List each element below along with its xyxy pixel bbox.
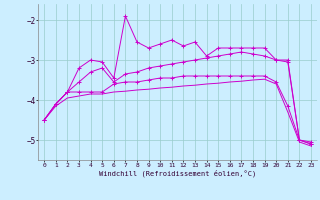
X-axis label: Windchill (Refroidissement éolien,°C): Windchill (Refroidissement éolien,°C) (99, 169, 256, 177)
